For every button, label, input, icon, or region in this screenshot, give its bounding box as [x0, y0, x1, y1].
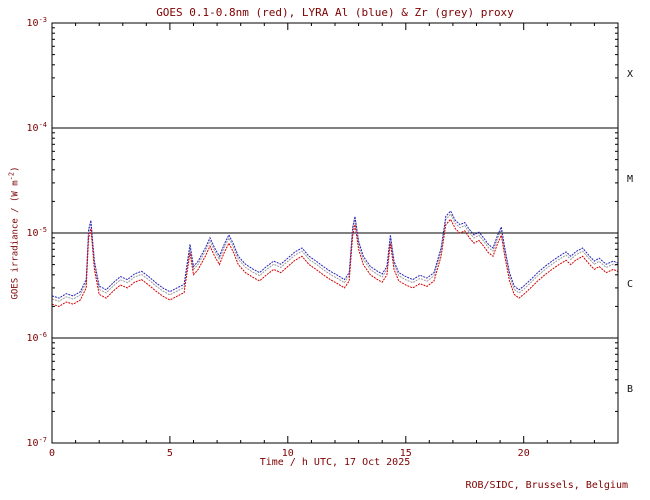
- x-tick-label: 20: [518, 448, 530, 459]
- series-line-al: [51, 210, 619, 299]
- y-tick-label: 10-4: [27, 121, 47, 134]
- flare-class-label-m: M: [627, 174, 634, 185]
- y-tick-label: 10-6: [27, 331, 47, 344]
- y-tick-label: 10-7: [27, 436, 47, 449]
- x-tick-label: 5: [167, 448, 173, 459]
- series-line-zr: [51, 213, 619, 302]
- series-line-goes: [51, 218, 619, 307]
- flare-class-label-b: B: [627, 384, 634, 395]
- flare-class-label-c: C: [627, 279, 634, 290]
- y-tick-label: 10-3: [27, 16, 47, 29]
- chart-title: GOES 0.1-0.8nm (red), LYRA Al (blue) & Z…: [156, 6, 514, 19]
- x-tick-label: 10: [282, 448, 294, 459]
- x-tick-label: 0: [49, 448, 55, 459]
- flare-class-label-x: X: [627, 69, 634, 80]
- x-axis-label: Time / h UTC, 17 Oct 2025: [259, 457, 411, 468]
- y-tick-label: 10-5: [27, 226, 47, 239]
- x-tick-label: 15: [400, 448, 412, 459]
- credit-text: ROB/SIDC, Brussels, Belgium: [465, 480, 628, 491]
